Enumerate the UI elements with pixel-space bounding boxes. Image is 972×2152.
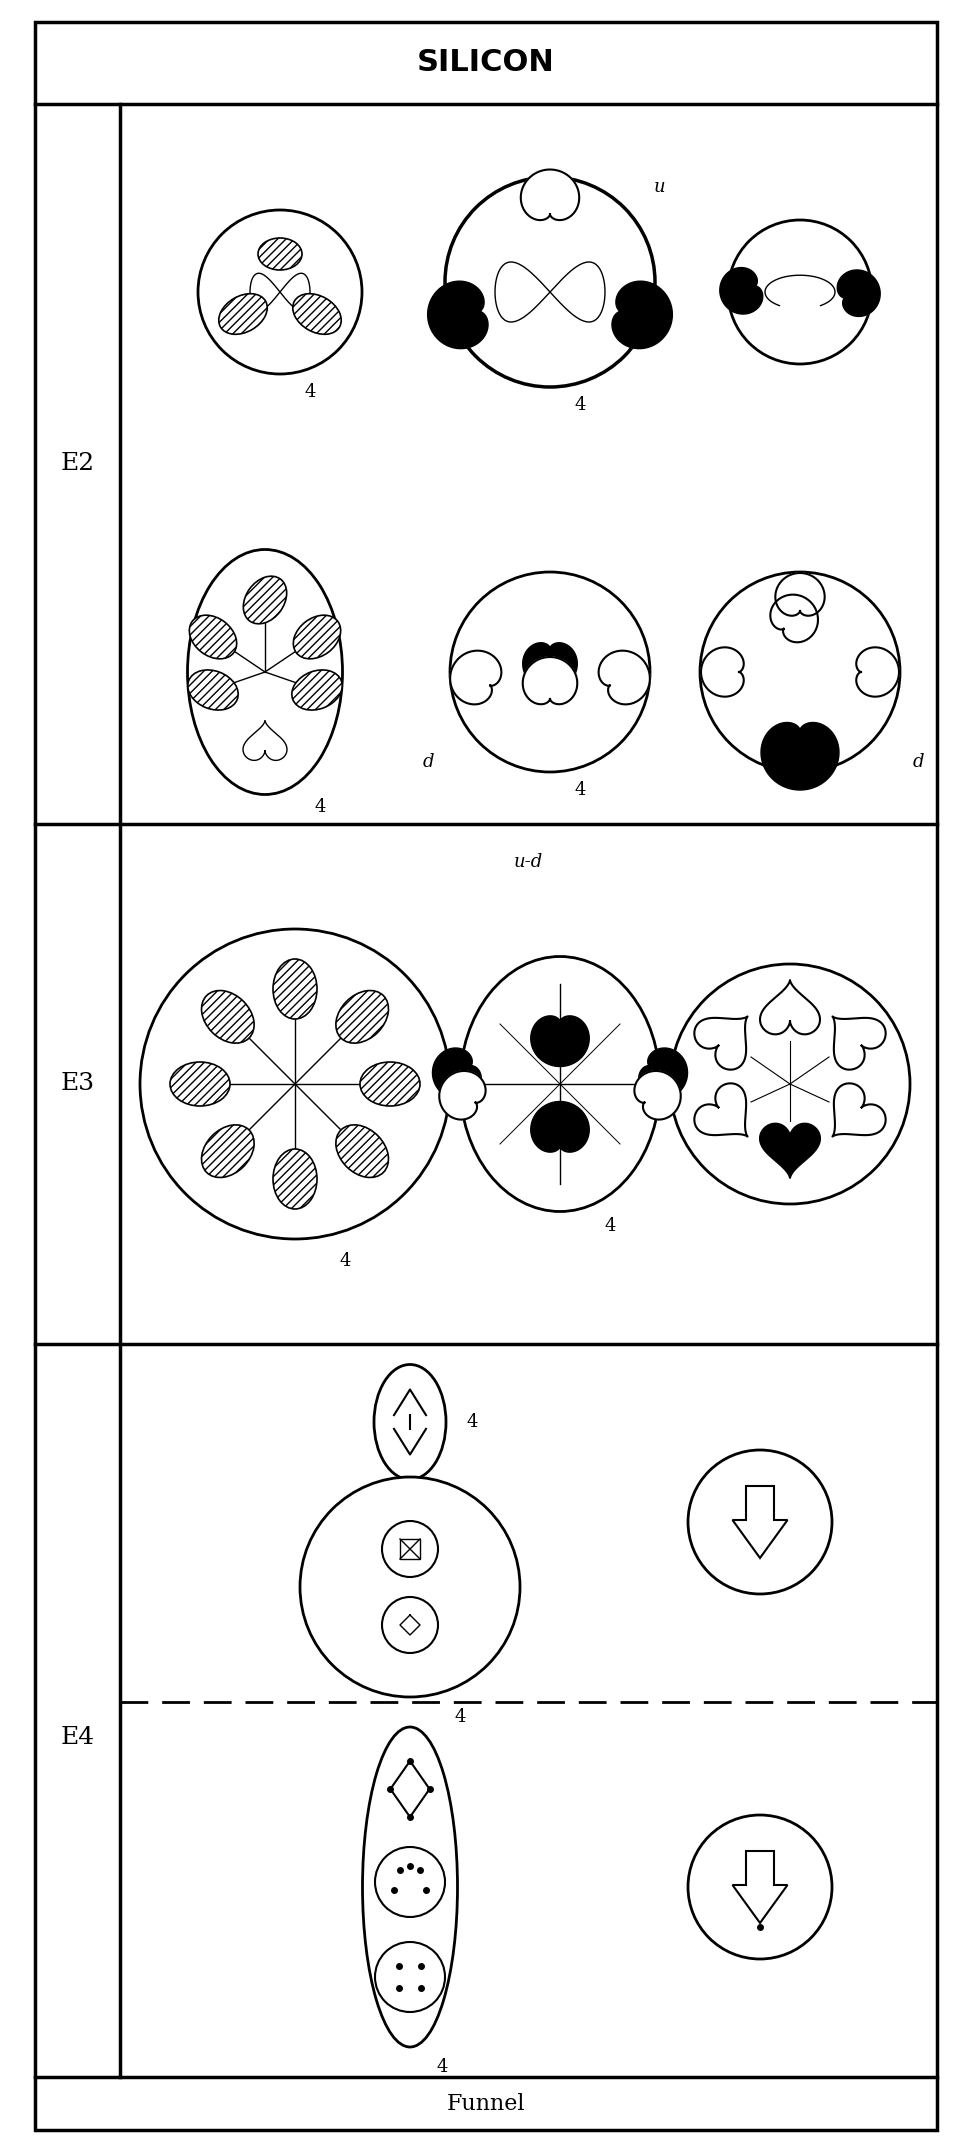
Circle shape: [382, 1521, 438, 1577]
Text: 4: 4: [574, 781, 586, 798]
Text: 4: 4: [454, 1709, 466, 1726]
Polygon shape: [243, 721, 287, 760]
Polygon shape: [761, 723, 839, 790]
Polygon shape: [694, 1016, 747, 1070]
Polygon shape: [733, 1487, 787, 1558]
Ellipse shape: [201, 990, 254, 1044]
Text: 4: 4: [436, 2057, 448, 2077]
Polygon shape: [635, 1072, 680, 1119]
Ellipse shape: [374, 1364, 446, 1481]
Circle shape: [670, 964, 910, 1203]
Circle shape: [382, 1597, 438, 1653]
Polygon shape: [760, 979, 820, 1035]
Circle shape: [450, 572, 650, 773]
Polygon shape: [612, 282, 673, 349]
Ellipse shape: [188, 669, 238, 710]
Polygon shape: [770, 594, 818, 641]
Ellipse shape: [336, 1125, 389, 1177]
Text: SILICON: SILICON: [417, 49, 555, 77]
Text: u-d: u-d: [514, 852, 543, 872]
Text: 4: 4: [574, 396, 586, 413]
Ellipse shape: [201, 1125, 254, 1177]
Ellipse shape: [273, 960, 317, 1020]
Polygon shape: [639, 1048, 687, 1100]
Polygon shape: [720, 267, 763, 314]
Ellipse shape: [258, 239, 302, 269]
Circle shape: [300, 1476, 520, 1698]
Polygon shape: [832, 1082, 885, 1136]
Text: 4: 4: [605, 1218, 615, 1235]
Circle shape: [375, 1846, 445, 1917]
Circle shape: [140, 930, 450, 1240]
Polygon shape: [433, 1048, 481, 1100]
Polygon shape: [428, 282, 488, 349]
Polygon shape: [531, 1102, 589, 1151]
Polygon shape: [832, 1016, 885, 1070]
Circle shape: [700, 572, 900, 773]
Text: E3: E3: [60, 1072, 94, 1095]
Text: 4: 4: [467, 1414, 477, 1431]
Text: d: d: [913, 753, 923, 770]
Ellipse shape: [188, 549, 342, 794]
Ellipse shape: [292, 669, 342, 710]
Bar: [400, 1539, 420, 1558]
Polygon shape: [599, 650, 650, 704]
Text: Funnel: Funnel: [447, 2092, 525, 2115]
Circle shape: [688, 1450, 832, 1595]
Polygon shape: [523, 656, 577, 704]
Polygon shape: [701, 648, 744, 697]
Ellipse shape: [336, 990, 389, 1044]
Polygon shape: [856, 648, 899, 697]
Ellipse shape: [273, 1149, 317, 1209]
Circle shape: [728, 220, 872, 364]
Ellipse shape: [294, 615, 340, 659]
Polygon shape: [837, 269, 881, 316]
Circle shape: [688, 1814, 832, 1958]
Text: 4: 4: [304, 383, 316, 400]
Circle shape: [375, 1941, 445, 2012]
Circle shape: [198, 211, 362, 374]
Polygon shape: [439, 1072, 486, 1119]
Ellipse shape: [460, 955, 660, 1212]
Text: 4: 4: [339, 1252, 351, 1270]
Text: u: u: [654, 179, 666, 196]
Ellipse shape: [170, 1061, 230, 1106]
Polygon shape: [523, 643, 577, 691]
Polygon shape: [760, 1123, 820, 1177]
Text: d: d: [422, 753, 434, 770]
Ellipse shape: [243, 577, 287, 624]
Text: E2: E2: [60, 452, 94, 476]
Text: 4: 4: [314, 798, 326, 816]
Polygon shape: [521, 170, 579, 220]
Polygon shape: [531, 1016, 589, 1067]
Ellipse shape: [360, 1061, 420, 1106]
Ellipse shape: [293, 293, 341, 334]
Polygon shape: [694, 1082, 747, 1136]
Text: E4: E4: [60, 1726, 94, 1747]
Ellipse shape: [190, 615, 237, 659]
Circle shape: [445, 176, 655, 387]
Polygon shape: [776, 572, 824, 615]
Ellipse shape: [219, 293, 267, 334]
Polygon shape: [450, 650, 502, 704]
Ellipse shape: [363, 1728, 458, 2047]
Polygon shape: [733, 1851, 787, 1924]
